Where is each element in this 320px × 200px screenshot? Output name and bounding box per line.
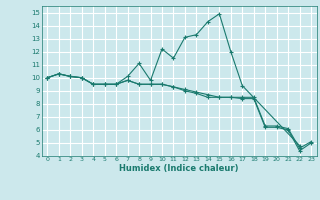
X-axis label: Humidex (Indice chaleur): Humidex (Indice chaleur) bbox=[119, 164, 239, 173]
